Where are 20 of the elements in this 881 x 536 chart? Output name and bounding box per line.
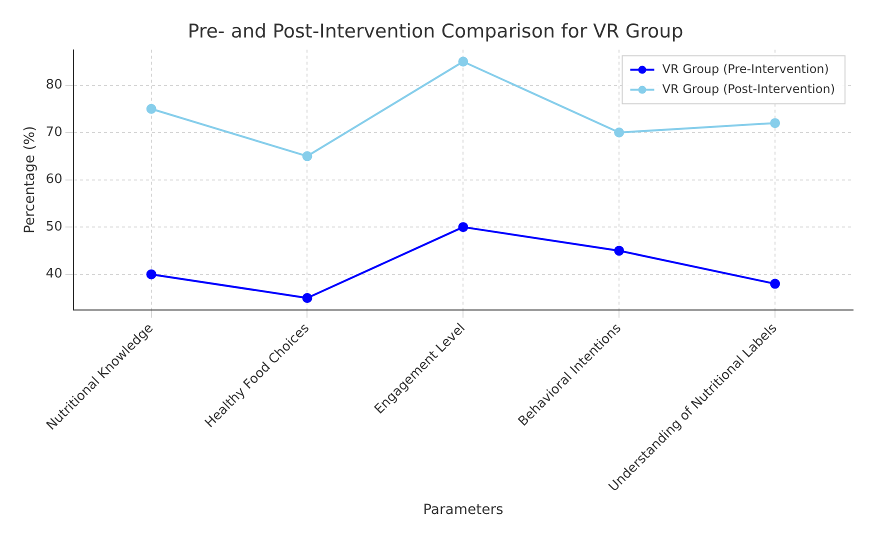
chart-title: Pre- and Post-Intervention Comparison for VR Group bbox=[188, 20, 684, 42]
legend-label: VR Group (Post-Intervention) bbox=[662, 82, 836, 96]
point bbox=[614, 128, 624, 138]
y-tick-label: 50 bbox=[46, 219, 62, 234]
point bbox=[146, 269, 156, 280]
point bbox=[458, 222, 468, 232]
point bbox=[302, 151, 312, 162]
y-tick-label: 40 bbox=[46, 266, 62, 282]
y-tick-label: 60 bbox=[46, 172, 62, 188]
legend-label: VR Group (Pre-Intervention) bbox=[662, 62, 829, 76]
y-tick-label: 70 bbox=[46, 124, 62, 140]
y-tick-label: 80 bbox=[46, 78, 62, 93]
point bbox=[770, 118, 780, 128]
y-axis-title: Percentage (%) bbox=[22, 126, 38, 234]
point bbox=[770, 278, 780, 289]
point bbox=[146, 104, 156, 114]
point bbox=[458, 56, 468, 67]
x-axis-title: Parameters bbox=[423, 502, 504, 518]
point bbox=[614, 246, 624, 256]
point bbox=[302, 292, 312, 303]
